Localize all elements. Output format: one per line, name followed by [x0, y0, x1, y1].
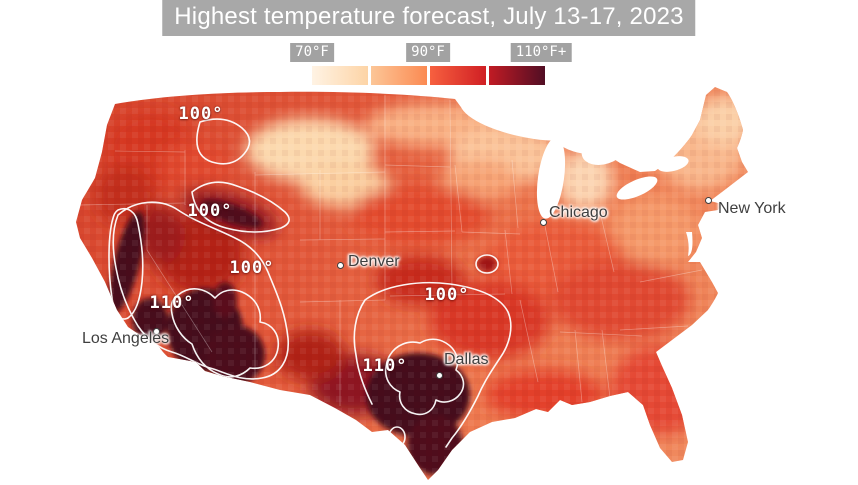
city-dot-dallas [436, 372, 443, 379]
city-label-new-york: New York [718, 200, 786, 217]
city-dot-chicago [540, 219, 547, 226]
city-label-denver: Denver [348, 253, 400, 270]
city-label-los-angeles: Los Angeles [82, 330, 170, 347]
legend-segment-1 [312, 66, 368, 85]
contour-label-100-nw: 100° [178, 104, 224, 124]
contour-label-100-utah: 100° [229, 258, 275, 278]
contour-label-100-idaho: 100° [187, 201, 233, 221]
legend-segment-2 [371, 66, 427, 85]
city-dot-los-angeles [153, 328, 160, 335]
temperature-contours [108, 118, 512, 448]
state-borders [79, 95, 703, 406]
contour-label-110-west: 110° [149, 293, 195, 313]
page-title: Highest temperature forecast, July 13-17… [162, 0, 696, 36]
legend-tick-110: 110°F+ [510, 43, 572, 62]
city-dot-denver [337, 262, 344, 269]
city-dot-new-york [705, 197, 712, 204]
contour-label-100-plains: 100° [424, 285, 470, 305]
legend-tick-70: 70°F [290, 43, 334, 62]
legend-segment-4 [489, 66, 545, 85]
legend-tick-90: 90°F [406, 43, 450, 62]
great-lakes [460, 91, 693, 256]
contour-label-110-texas: 110° [362, 356, 408, 376]
legend-segment-3 [430, 66, 486, 85]
city-label-chicago: Chicago [549, 204, 608, 221]
city-label-dallas: Dallas [444, 351, 489, 368]
legend-color-scale [312, 66, 545, 85]
